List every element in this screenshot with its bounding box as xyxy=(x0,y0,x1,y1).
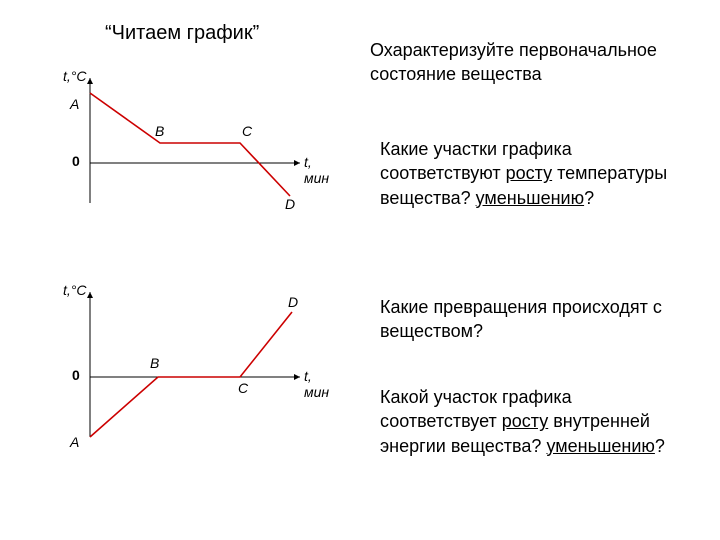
question-3: Какие превращения происходят с веществом… xyxy=(380,295,685,344)
q2-underline-1: росту xyxy=(506,163,552,183)
q4-underline-1: росту xyxy=(502,411,548,431)
q2-part-e: ? xyxy=(584,188,594,208)
chart1-label-B: B xyxy=(155,123,164,139)
chart1-label-C: C xyxy=(242,123,252,139)
q4-part-e: ? xyxy=(655,436,665,456)
page-title: “Читаем график” xyxy=(105,22,259,45)
chart-1: t,°C t, мин 0 A B C D xyxy=(60,68,320,218)
chart1-x-label: t, мин xyxy=(304,154,329,186)
chart1-label-A: A xyxy=(70,96,79,112)
chart-2-svg xyxy=(60,282,320,452)
chart2-label-D: D xyxy=(288,294,298,310)
chart1-y-label: t,°C xyxy=(63,68,87,84)
chart2-label-C: C xyxy=(238,380,248,396)
question-2: Какие участки графика соответствуют рост… xyxy=(380,137,685,210)
chart-2: t,°C t, мин 0 A B C D xyxy=(60,282,320,452)
chart2-zero: 0 xyxy=(72,367,80,383)
q2-underline-2: уменьшению xyxy=(476,188,584,208)
chart-1-svg xyxy=(60,68,320,218)
chart1-label-D: D xyxy=(285,196,295,212)
chart1-zero: 0 xyxy=(72,153,80,169)
question-4: Какой участок графика соответствует рост… xyxy=(380,385,690,458)
chart2-label-A: A xyxy=(70,434,79,450)
chart2-label-B: B xyxy=(150,355,159,371)
q4-underline-2: уменьшению xyxy=(546,436,654,456)
question-1: Охарактеризуйте первоначальное состояние… xyxy=(370,38,680,87)
chart2-x-label: t, мин xyxy=(304,368,329,400)
chart2-y-label: t,°C xyxy=(63,282,87,298)
